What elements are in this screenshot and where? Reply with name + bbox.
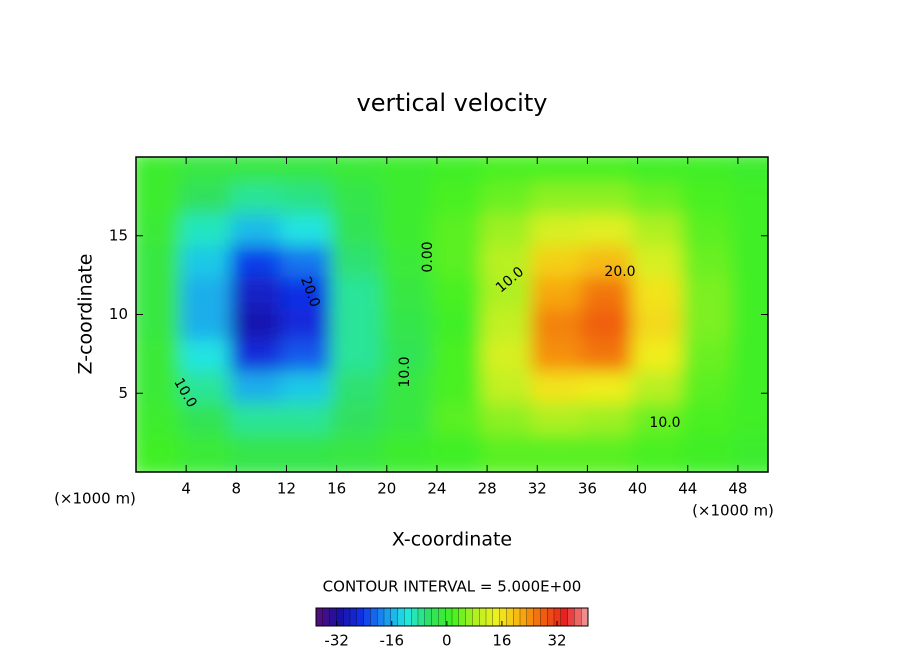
colorbar-segment — [499, 607, 507, 627]
colorbar-segment — [404, 607, 412, 627]
colorbar-segment — [567, 607, 575, 627]
colorbar-segment — [574, 607, 582, 627]
colorbar-segment — [465, 607, 473, 627]
field-cells — [136, 157, 768, 472]
colorbar-frame — [315, 607, 589, 627]
colorbar-segment — [581, 607, 589, 627]
colorbar-tick-label: 16 — [492, 632, 511, 650]
colorbar-tick-label: 32 — [547, 632, 566, 650]
colorbar-tick-label: -32 — [324, 632, 349, 650]
colorbar-segment — [363, 607, 371, 627]
colorbar-tick-label: -16 — [379, 632, 404, 650]
colorbar-segment — [533, 607, 541, 627]
colorbar-segment — [458, 607, 467, 627]
x-tick-label: 36 — [578, 480, 597, 498]
x-tick-label: 8 — [232, 480, 242, 498]
colorbar-segment — [553, 607, 562, 627]
x-unit: (×1000 m) — [692, 502, 774, 520]
colorbar-segment — [472, 607, 480, 627]
colorbar-segment — [547, 607, 555, 627]
colorbar-segment — [506, 607, 514, 627]
field — [136, 157, 768, 472]
colorbar-segment — [329, 607, 337, 627]
y-axis-label: Z-coordinate — [75, 254, 97, 375]
colorbar-segment — [451, 607, 460, 627]
chart-title: vertical velocity — [357, 89, 548, 117]
x-tick-label: 32 — [528, 480, 547, 498]
colorbar-segment — [526, 607, 535, 627]
colorbar-segment — [343, 607, 351, 627]
colorbar-segment — [322, 607, 331, 627]
colorbar-segment — [377, 607, 385, 627]
colorbar-tick-label: 0 — [442, 632, 452, 650]
contour-label: 20.0 — [604, 264, 635, 280]
x-tick-label: 24 — [427, 480, 446, 498]
colorbar-segment — [315, 607, 324, 627]
x-tick-label: 28 — [478, 480, 497, 498]
contour-label: 10.0 — [397, 356, 413, 387]
colorbar-segment — [431, 607, 439, 627]
x-unit: (×1000 m) — [54, 490, 136, 508]
x-tick-label: 4 — [181, 480, 191, 498]
x-tick-label: 16 — [327, 480, 346, 498]
colorbar-segment — [485, 607, 494, 627]
colorbar-segment — [356, 607, 365, 627]
colorbar-segment — [397, 607, 405, 627]
colorbar-segment — [513, 607, 521, 627]
x-tick-label: 40 — [628, 480, 647, 498]
colorbar-segment — [411, 607, 419, 627]
colorbar-segment — [336, 607, 344, 627]
x-tick-label: 12 — [277, 480, 296, 498]
colorbar-segment — [519, 607, 528, 627]
colorbar-segment — [349, 607, 358, 627]
colorbar-segment — [492, 607, 501, 627]
colorbar-segment — [540, 607, 548, 627]
x-tick-label: 44 — [678, 480, 697, 498]
contour-label: 0.00 — [420, 241, 436, 272]
contour-interval: CONTOUR INTERVAL = 5.000E+00 — [323, 578, 582, 596]
colorbar-segment — [383, 607, 392, 627]
y-tick-label: 5 — [118, 384, 128, 402]
x-axis-label: X-coordinate — [392, 529, 512, 551]
colorbar-segment — [445, 607, 453, 627]
colorbar-segment — [370, 607, 378, 627]
colorbar-segment — [424, 607, 433, 627]
colorbar-segment — [417, 607, 426, 627]
colorbar-segment — [438, 607, 446, 627]
contour-label: 10.0 — [649, 415, 680, 431]
colorbar-segment — [560, 607, 569, 627]
y-tick-label: 15 — [109, 226, 128, 244]
y-tick-label: 10 — [109, 305, 128, 323]
colorbar-segment — [479, 607, 487, 627]
x-tick-label: 48 — [728, 480, 747, 498]
x-tick-label: 20 — [377, 480, 396, 498]
